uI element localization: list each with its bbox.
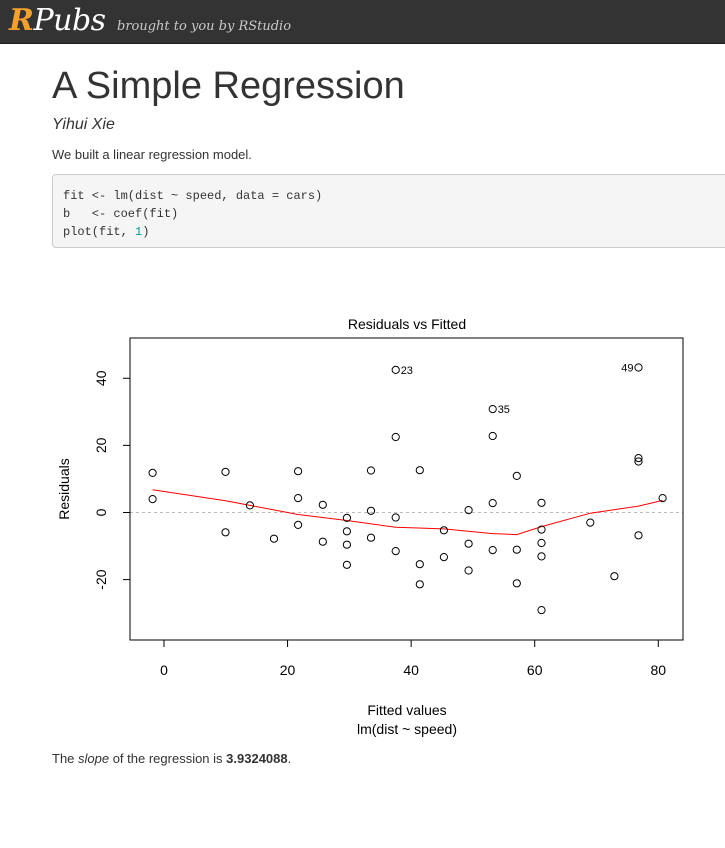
data-point — [294, 520, 303, 529]
data-point — [537, 552, 546, 561]
author: Yihui Xie — [52, 116, 115, 133]
data-point — [512, 579, 521, 588]
data-point — [634, 454, 643, 463]
intro-paragraph: We built a linear regression model. — [52, 147, 252, 162]
data-point — [658, 494, 667, 503]
residuals-vs-fitted-plot: Residuals vs Fitted 23 35 49 0 20 40 60 80 -20… — [56, 316, 684, 737]
y-axis: -20 0 20 40 — [93, 370, 131, 590]
code-line-1: fit <- lm(dist ~ speed, data = cars) — [63, 189, 323, 203]
x-axis: 0 20 40 60 80 — [160, 639, 666, 678]
data-point — [586, 518, 595, 527]
data-point — [366, 466, 376, 475]
y-axis-label: Residuals — [56, 458, 72, 519]
point-label: 23 — [401, 365, 413, 377]
x-tick-label: 40 — [403, 662, 419, 678]
data-point — [634, 531, 643, 540]
data-point — [488, 499, 497, 508]
smooth-line — [152, 489, 663, 536]
chart-title: Residuals vs Fitted — [348, 316, 466, 332]
x-tick-label: 20 — [280, 662, 296, 678]
code-number: 1 — [135, 225, 143, 239]
data-point — [439, 553, 448, 562]
logo-r: R — [9, 3, 34, 38]
data-point — [634, 457, 643, 466]
plot-frame — [129, 337, 684, 641]
data-point — [391, 432, 400, 442]
result-emphasis: slope — [78, 751, 110, 766]
data-point — [512, 545, 521, 554]
model-formula-label: lm(dist ~ speed) — [357, 721, 457, 737]
x-axis-label: Fitted values — [367, 702, 446, 718]
code-line-3-end: ) — [142, 225, 150, 239]
data-point — [464, 506, 473, 515]
data-points — [148, 363, 667, 615]
data-point — [391, 513, 400, 522]
data-point — [148, 468, 157, 477]
data-point — [391, 547, 400, 556]
y-tick-label: 40 — [93, 370, 109, 386]
data-point — [318, 537, 327, 546]
data-point — [439, 526, 448, 535]
data-point — [148, 495, 157, 504]
point-labels: 23 35 49 — [401, 363, 634, 417]
point-label: 35 — [498, 404, 510, 416]
data-point — [634, 363, 643, 372]
code-line-3: plot(fit, 1) — [63, 225, 149, 239]
data-point — [415, 580, 424, 589]
x-tick-label: 60 — [527, 662, 543, 678]
y-tick-label: 20 — [93, 437, 109, 453]
data-point — [610, 572, 619, 581]
result-text-middle: of the regression is — [109, 751, 227, 766]
data-point — [537, 525, 546, 534]
code-line-3-start: plot(fit, — [63, 225, 136, 239]
data-point — [318, 500, 327, 509]
data-point — [415, 560, 424, 569]
code-line-2: b <- coef(fit) — [63, 207, 179, 221]
x-tick-label: 80 — [650, 662, 666, 678]
result-sentence: The slope of the regression is 3.9324088… — [52, 751, 291, 766]
data-point — [464, 539, 473, 548]
data-point — [342, 513, 351, 522]
slope-value: 3.9324088 — [226, 751, 288, 766]
data-point — [537, 538, 546, 548]
data-point — [366, 506, 376, 515]
result-text-start: The — [52, 751, 79, 766]
data-point — [488, 431, 497, 441]
data-point — [342, 527, 351, 536]
rpubs-logo[interactable]: RPubs — [9, 3, 106, 39]
top-navbar: RPubs brought to you by RStudio — [0, 0, 725, 44]
code-block: fit <- lm(dist ~ speed, data = cars) b <… — [52, 174, 725, 248]
data-point — [537, 498, 546, 507]
page-title: A Simple Regression — [52, 65, 405, 107]
data-point — [342, 540, 351, 549]
x-tick-label: 0 — [160, 662, 168, 678]
y-tick-label: 0 — [93, 508, 109, 516]
data-point — [464, 566, 473, 575]
data-point — [488, 405, 497, 414]
y-tick-label: -20 — [93, 569, 109, 589]
data-point — [221, 528, 230, 537]
data-point — [488, 546, 497, 555]
data-point — [294, 494, 303, 503]
data-point — [537, 606, 546, 615]
result-text-end: . — [287, 751, 292, 766]
data-point — [245, 501, 254, 510]
data-point — [342, 560, 351, 569]
data-point — [294, 467, 303, 476]
point-label: 49 — [621, 363, 633, 375]
data-point — [269, 534, 279, 543]
data-point — [415, 466, 424, 475]
data-point — [221, 467, 230, 476]
data-point — [391, 365, 400, 375]
data-point — [512, 471, 521, 480]
data-point — [366, 533, 376, 542]
logo-text: Pubs — [33, 3, 106, 38]
tagline: brought to you by RStudio — [117, 19, 292, 34]
